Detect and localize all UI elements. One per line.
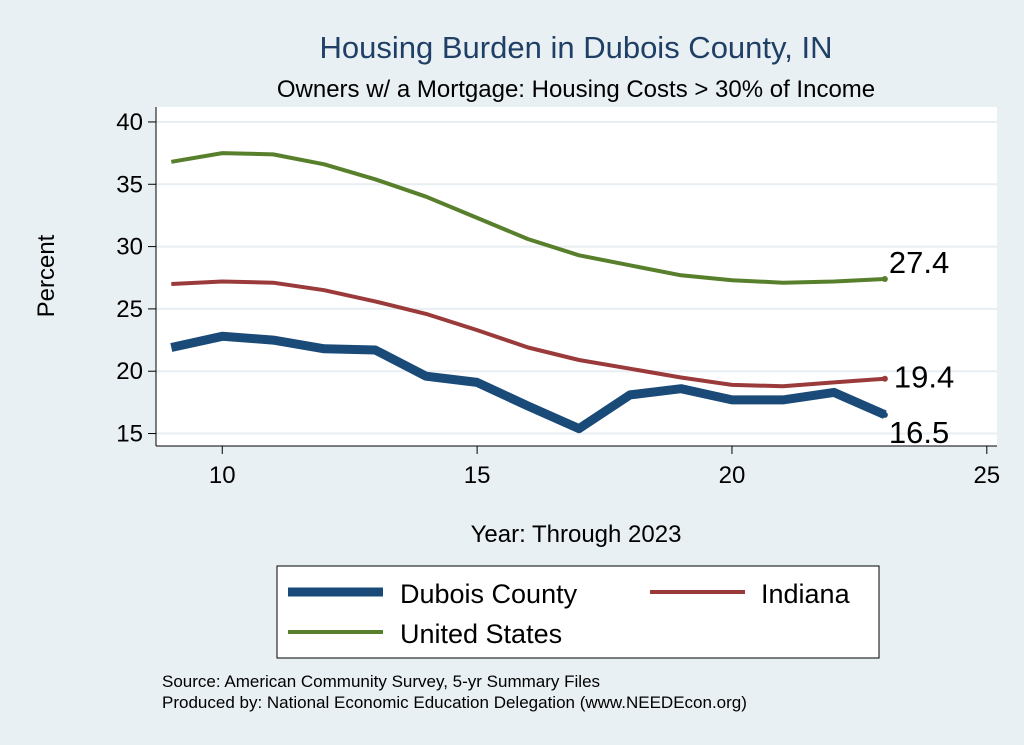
series-line-indiana bbox=[171, 279, 886, 389]
x-tick-label-25: 25 bbox=[973, 462, 1000, 489]
y-tick-label-40: 40 bbox=[116, 109, 143, 136]
y-axis-title: Percent bbox=[33, 234, 60, 317]
y-tick-label-15: 15 bbox=[116, 421, 143, 448]
legend-label-dubois-county: Dubois County bbox=[400, 579, 578, 609]
end-label-indiana: 19.4 bbox=[894, 360, 954, 395]
y-tick-label-35: 35 bbox=[116, 171, 143, 198]
x-axis-title: Year: Through 2023 bbox=[471, 521, 682, 548]
legend-box bbox=[276, 565, 880, 659]
chart-subtitle: Owners w/ a Mortgage: Housing Costs > 30… bbox=[277, 76, 875, 103]
legend-label-indiana: Indiana bbox=[761, 579, 851, 609]
source-note: Source: American Community Survey, 5-yr … bbox=[162, 672, 600, 691]
series-line-dubois-county bbox=[170, 331, 887, 434]
series-line-united-states bbox=[170, 151, 885, 285]
y-tick-label-20: 20 bbox=[116, 358, 143, 385]
end-label-dubois-county: 16.5 bbox=[889, 415, 949, 450]
end-point-united-states bbox=[881, 275, 888, 282]
x-tick-label-10: 10 bbox=[209, 462, 236, 489]
legend-label-united-states: United States bbox=[400, 619, 562, 649]
legend: Dubois County Indiana United States bbox=[276, 565, 880, 659]
x-tick-label-15: 15 bbox=[464, 462, 491, 489]
x-tick-label-20: 20 bbox=[719, 462, 746, 489]
chart-title: Housing Burden in Dubois County, IN bbox=[320, 30, 833, 65]
end-label-united-states: 27.4 bbox=[889, 245, 949, 280]
plot-area bbox=[156, 107, 997, 446]
y-tick-label-25: 25 bbox=[116, 296, 143, 323]
end-point-indiana bbox=[881, 375, 888, 382]
end-point-dubois-county bbox=[881, 411, 888, 418]
y-tick-label-30: 30 bbox=[116, 234, 143, 261]
producer-note: Produced by: National Economic Education… bbox=[162, 693, 747, 712]
